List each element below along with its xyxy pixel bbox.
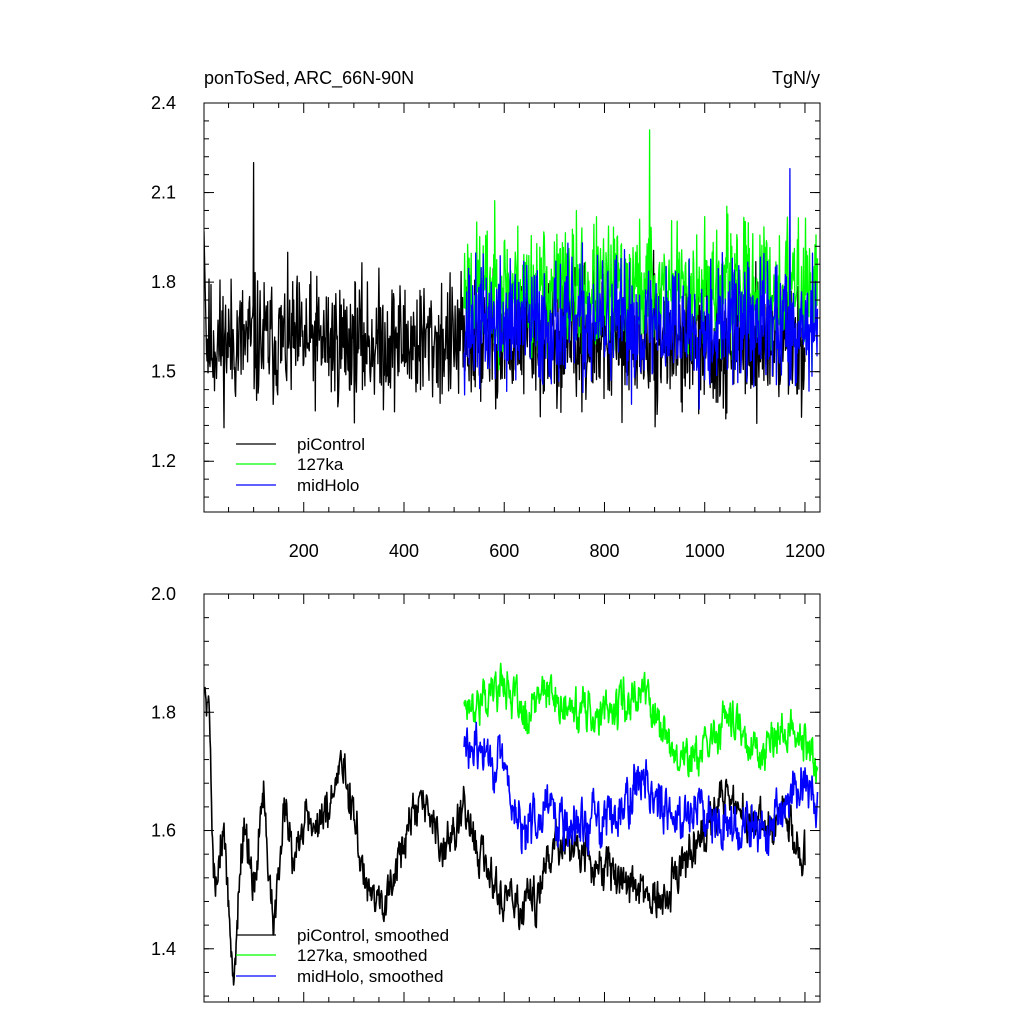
units-label: TgN/y: [772, 68, 820, 88]
legend-label: midHolo, smoothed: [297, 967, 443, 986]
y-tick-label: 1.5: [151, 362, 176, 382]
legend-label: piControl: [297, 435, 365, 454]
plot-frame: [203, 593, 821, 1003]
series-line-midholo-smoothed: [463, 721, 819, 857]
x-tick-label: 800: [589, 541, 619, 561]
legend-label: 127ka: [297, 455, 344, 474]
series-line-midholo: [463, 168, 819, 410]
top-panel: ponToSed, ARC_66N-90N TgN/y 1.2 1.5 1.8 2.1…: [151, 68, 825, 561]
legend-label: piControl, smoothed: [297, 926, 449, 945]
plot-frame: [203, 102, 821, 513]
y-tick-label: 1.2: [151, 451, 176, 471]
series-line-127ka-smoothed: [463, 662, 819, 784]
x-tick-label: 400: [389, 541, 419, 561]
series-line-picontrol: [204, 162, 806, 429]
x-tick-label: 1000: [685, 541, 725, 561]
legend-label: midHolo: [297, 476, 359, 495]
x-tick-label: 200: [289, 541, 319, 561]
y-tick-label: 2.1: [151, 183, 176, 203]
legend-label: 127ka, smoothed: [297, 946, 427, 965]
y-tick-label: 1.6: [151, 821, 176, 841]
series-line-picontrol-smoothed: [204, 686, 806, 986]
y-tick-label: 2.4: [151, 93, 176, 113]
y-tick-label: 1.8: [151, 702, 176, 722]
chart-title: ponToSed, ARC_66N-90N: [204, 68, 414, 89]
y-tick-label: 2.0: [151, 584, 176, 604]
x-tick-label: 1200: [785, 541, 825, 561]
x-tick-label: 600: [489, 541, 519, 561]
y-tick-label: 1.4: [151, 939, 176, 959]
y-tick-label: 1.8: [151, 272, 176, 292]
